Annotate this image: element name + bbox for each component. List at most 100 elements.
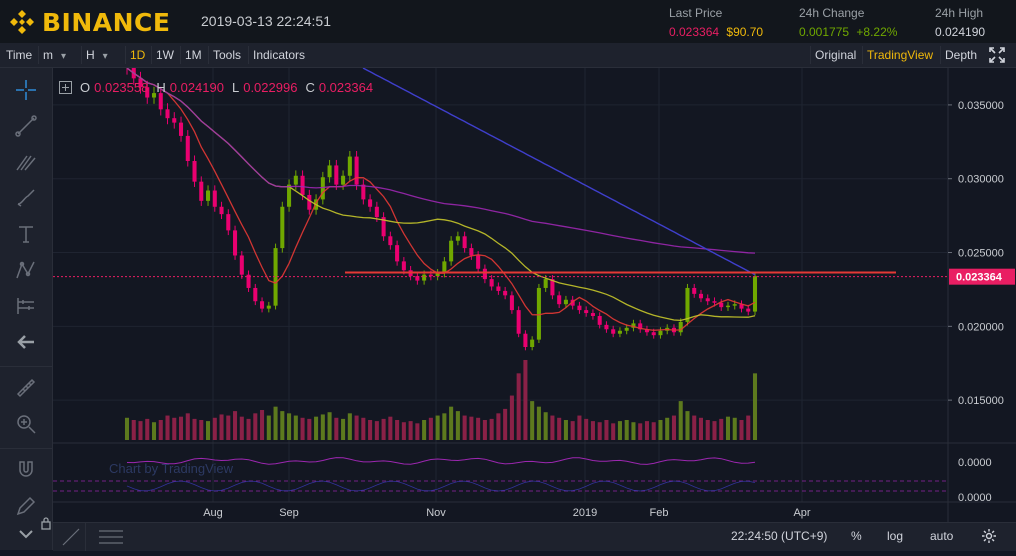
pattern-icon[interactable] — [12, 256, 40, 284]
candle-body — [401, 261, 406, 271]
volume-bar — [671, 415, 676, 440]
volume-bar — [597, 422, 602, 440]
ohlc-legend: O 0.023558 H 0.024190 L 0.022996 C 0.023364 — [59, 80, 373, 95]
candle-body — [266, 305, 271, 309]
tradingview-watermark: Chart by TradingView — [109, 461, 234, 476]
tools-divider-2 — [0, 448, 52, 449]
candle-body — [158, 93, 163, 110]
candle-body — [611, 329, 616, 334]
candle-body — [496, 286, 501, 291]
ma-line-ma99 — [126, 68, 756, 254]
volume-bar — [293, 415, 298, 440]
percent-toggle[interactable]: % — [851, 529, 862, 543]
candle-body — [476, 255, 481, 269]
volume-bar — [665, 417, 670, 440]
volume-bar — [563, 420, 568, 440]
toolbar-lines-icon[interactable] — [95, 523, 127, 551]
interval-1m-button[interactable]: 1M — [180, 46, 206, 64]
candle-body — [584, 310, 589, 314]
volume-bar — [192, 418, 197, 440]
minute-select[interactable]: m — [38, 46, 70, 64]
x-tick-label: Apr — [793, 507, 810, 519]
settings-gear-icon[interactable] — [981, 528, 997, 544]
view-tradingview-button[interactable]: TradingView — [862, 46, 937, 64]
interval-1w-button[interactable]: 1W — [151, 46, 178, 64]
low-value: 0.022996 — [243, 80, 298, 95]
candle-body — [705, 298, 710, 302]
volume-bar — [185, 413, 190, 440]
chart-bottom-bar: 22:24:50 (UTC+9) % log auto — [53, 522, 1016, 551]
volume-bar — [138, 421, 143, 440]
volume-bar — [530, 401, 535, 440]
binance-logo[interactable]: BINANCE — [8, 8, 170, 37]
fullscreen-icon[interactable] — [988, 46, 1006, 64]
hour-select[interactable]: H — [81, 46, 112, 64]
volume-bar — [557, 417, 562, 440]
indicators-button[interactable]: Indicators — [248, 46, 309, 64]
volume-bar — [422, 420, 427, 440]
volume-bar — [746, 415, 751, 440]
view-depth-button[interactable]: Depth — [940, 46, 981, 64]
candle-body — [725, 305, 731, 308]
candle-body — [746, 308, 751, 312]
candle-body — [334, 165, 339, 185]
candle-body — [563, 299, 568, 305]
brush-icon[interactable] — [12, 184, 40, 212]
tools-button[interactable]: Tools — [208, 46, 245, 64]
x-tick-label: Nov — [426, 507, 446, 519]
expand-chevron-icon[interactable] — [12, 520, 40, 548]
volume-bar — [489, 418, 494, 440]
volume-bar — [239, 416, 244, 440]
volume-bar — [719, 418, 724, 440]
open-label: O — [80, 80, 91, 95]
candle-body — [381, 217, 386, 237]
volume-bar — [705, 420, 710, 440]
magnet-icon[interactable] — [12, 456, 40, 484]
candle-body — [199, 181, 204, 201]
trend-line-icon[interactable] — [12, 112, 40, 140]
y-tick-label: 0.035000 — [958, 100, 1004, 112]
ruler-icon[interactable] — [12, 374, 40, 402]
toolbar-trend-icon[interactable] — [57, 523, 86, 551]
log-toggle[interactable]: log — [887, 529, 904, 543]
zoom-in-icon[interactable] — [12, 410, 40, 438]
volume-bar — [327, 412, 332, 440]
legend-toggle-icon[interactable] — [59, 81, 72, 94]
interval-1d-button[interactable]: 1D — [125, 46, 149, 64]
change-label: 24h Change — [799, 6, 865, 20]
candle-body — [253, 287, 258, 302]
volume-bar — [260, 410, 265, 440]
candle-body — [151, 93, 157, 98]
candle-body — [145, 87, 150, 98]
price-chart[interactable]: 0.035000 0.030000 0.025000 0.020000 0.015000… — [53, 68, 1016, 550]
candle-body — [428, 274, 433, 277]
prediction-icon[interactable] — [12, 292, 40, 320]
volume-bar — [604, 420, 609, 440]
volume-bar — [631, 422, 636, 440]
view-original-button[interactable]: Original — [810, 46, 860, 64]
volume-bar — [428, 417, 433, 440]
volume-bar — [151, 422, 157, 440]
last-price-label: Last Price — [669, 6, 723, 20]
auto-toggle[interactable]: auto — [930, 529, 954, 543]
back-arrow-icon[interactable] — [12, 328, 40, 356]
indicator-tick-label: 0.0000 — [958, 457, 992, 469]
volume-bar — [739, 420, 744, 440]
volume-bar — [685, 411, 690, 440]
volume-bar — [280, 411, 285, 440]
volume-bar — [496, 413, 501, 440]
last-price-value: 0.023364 — [669, 25, 720, 39]
candle-body — [138, 78, 143, 88]
crosshair-icon[interactable] — [12, 76, 40, 104]
lock-icon[interactable] — [40, 516, 52, 530]
high-label-legend: H — [156, 80, 166, 95]
text-tool-icon[interactable] — [12, 220, 40, 248]
indicator-secondary-line — [126, 480, 756, 492]
fib-retracement-icon[interactable] — [12, 148, 40, 176]
pencil-icon[interactable] — [12, 492, 40, 520]
volume-bar — [158, 420, 163, 440]
x-tick-label: Feb — [650, 507, 669, 519]
time-button[interactable]: Time — [6, 48, 33, 62]
chart-background — [53, 68, 1016, 550]
volume-bar — [314, 416, 319, 440]
